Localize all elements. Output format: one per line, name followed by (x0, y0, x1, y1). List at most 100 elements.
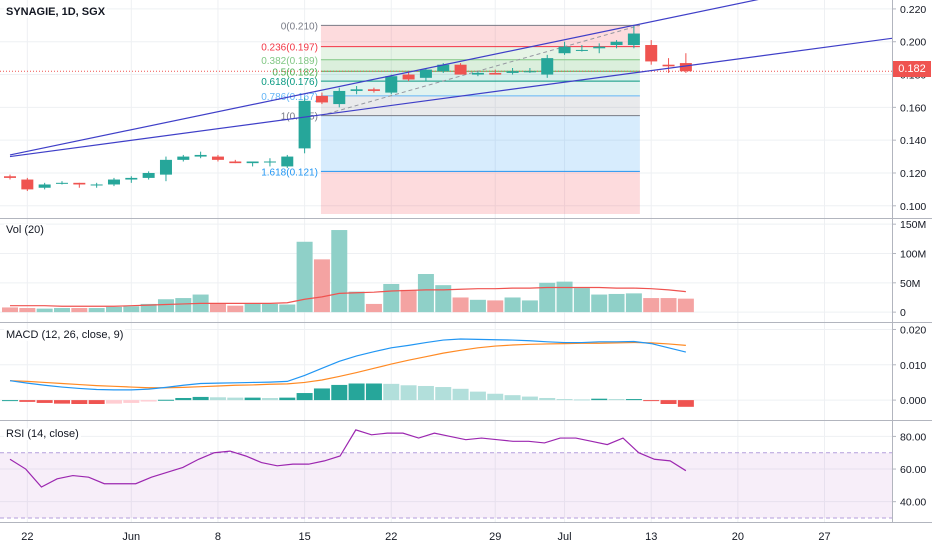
fib-level-label: 0(0.210) (281, 21, 318, 32)
time-tick-label: 22 (21, 531, 33, 543)
rsi-band (0, 452, 892, 518)
trend-channel[interactable] (9, 0, 893, 158)
volume-bar (677, 298, 694, 313)
macd-histogram-bar (192, 396, 209, 401)
fib-zone (320, 115, 640, 172)
candle (489, 69, 502, 75)
macd-histogram-bar (279, 397, 296, 401)
candle (610, 40, 623, 49)
macd-histogram-bar (175, 397, 192, 401)
candle (402, 71, 415, 82)
candle (367, 87, 380, 93)
axis-tick-label: 80.00 (900, 431, 926, 443)
volume-bar (487, 300, 504, 313)
candle-body (142, 172, 155, 178)
macd-histogram-bar (591, 398, 608, 401)
candle (679, 53, 692, 73)
macd-histogram-bar (365, 383, 382, 401)
macd-histogram-bar (348, 383, 365, 401)
volume-bar (279, 304, 296, 313)
candle-body (263, 161, 276, 163)
candle-body (471, 72, 484, 75)
candle (4, 174, 16, 180)
candle (90, 182, 103, 188)
axis-tick-label: 0.020 (900, 324, 926, 336)
candle (159, 156, 172, 182)
macd-histogram-bar (487, 393, 504, 401)
volume-bar (19, 308, 36, 313)
candle (350, 86, 363, 95)
candle-body (281, 156, 294, 167)
macd-histogram-bar (660, 400, 677, 404)
macd-histogram-bar (417, 385, 434, 401)
macd-histogram-bar (296, 393, 313, 401)
candle-body (177, 156, 190, 160)
candle (333, 87, 346, 108)
macd-histogram-bar (227, 397, 244, 401)
time-tick-label: 15 (298, 531, 310, 543)
candle-body (437, 64, 450, 72)
macd-histogram-bar (244, 397, 261, 401)
macd-histogram-bar (2, 400, 18, 402)
volume-bar (591, 294, 608, 313)
last-price-tag: 0.182 (893, 61, 931, 77)
volume-bar (36, 308, 53, 313)
candle-body (315, 95, 328, 103)
time-tick-label: 29 (489, 531, 501, 543)
volume-bar (521, 300, 538, 313)
macd-histogram-bar (643, 400, 660, 402)
candle (454, 63, 467, 75)
candle-body (229, 161, 242, 164)
fibonacci-retracement[interactable]: 0(0.210) 0.236(0.197) 0.382(0.189)0.5(0.18… (0, 21, 892, 214)
macd-histogram-bar (71, 400, 88, 404)
candle (263, 158, 276, 167)
macd-histogram-bar (105, 400, 122, 404)
axis-tick-label: 0.120 (900, 168, 926, 180)
candle-body (627, 33, 640, 46)
volume-bar (244, 303, 261, 313)
macd-panel (2, 338, 694, 407)
candle-body (558, 46, 571, 54)
macd-signal-line (9, 341, 686, 389)
fib-trend-line (320, 24, 641, 117)
macd-histogram-bar (123, 400, 140, 403)
volume-bar (608, 293, 625, 313)
macd-line (9, 338, 687, 391)
volume-bar (660, 298, 677, 313)
time-tick-label: 20 (732, 531, 744, 543)
macd-histogram-bar (157, 399, 174, 401)
axis-tick-label: 0.200 (900, 37, 926, 49)
candle (246, 161, 259, 167)
candle (107, 177, 120, 187)
candle (125, 176, 138, 183)
macd-histogram-bar (383, 383, 400, 401)
axis-tick-label: 0.160 (900, 102, 926, 114)
candle (73, 182, 86, 188)
volume-bar (331, 230, 348, 313)
macd-histogram-bar (625, 399, 642, 401)
candle-body (246, 161, 259, 164)
candle-body (38, 184, 51, 188)
axis-tick-label: 100M (900, 248, 926, 260)
macd-histogram-bar (19, 400, 36, 402)
candle-body (159, 159, 172, 175)
axis-tick-label: 0 (900, 307, 906, 319)
axis-tick-label: 0.010 (900, 360, 926, 372)
volume-bar (2, 307, 18, 313)
macd-histogram-bar (539, 397, 556, 401)
volume-bar (556, 281, 573, 313)
channel-line-upper (9, 0, 759, 156)
volume-panel (2, 230, 694, 313)
axis-tick-label: 60.00 (900, 464, 926, 476)
volume-bar (469, 299, 486, 313)
volume-bar (88, 308, 105, 313)
candle-body (610, 41, 623, 46)
candle (593, 43, 606, 54)
rsi-title: RSI (14, close) (4, 428, 81, 440)
volume-bar (123, 306, 140, 313)
macd-title: MACD (12, 26, close, 9) (4, 329, 126, 341)
volume-bar (140, 303, 157, 313)
axis-tick-label: 40.00 (900, 497, 926, 509)
